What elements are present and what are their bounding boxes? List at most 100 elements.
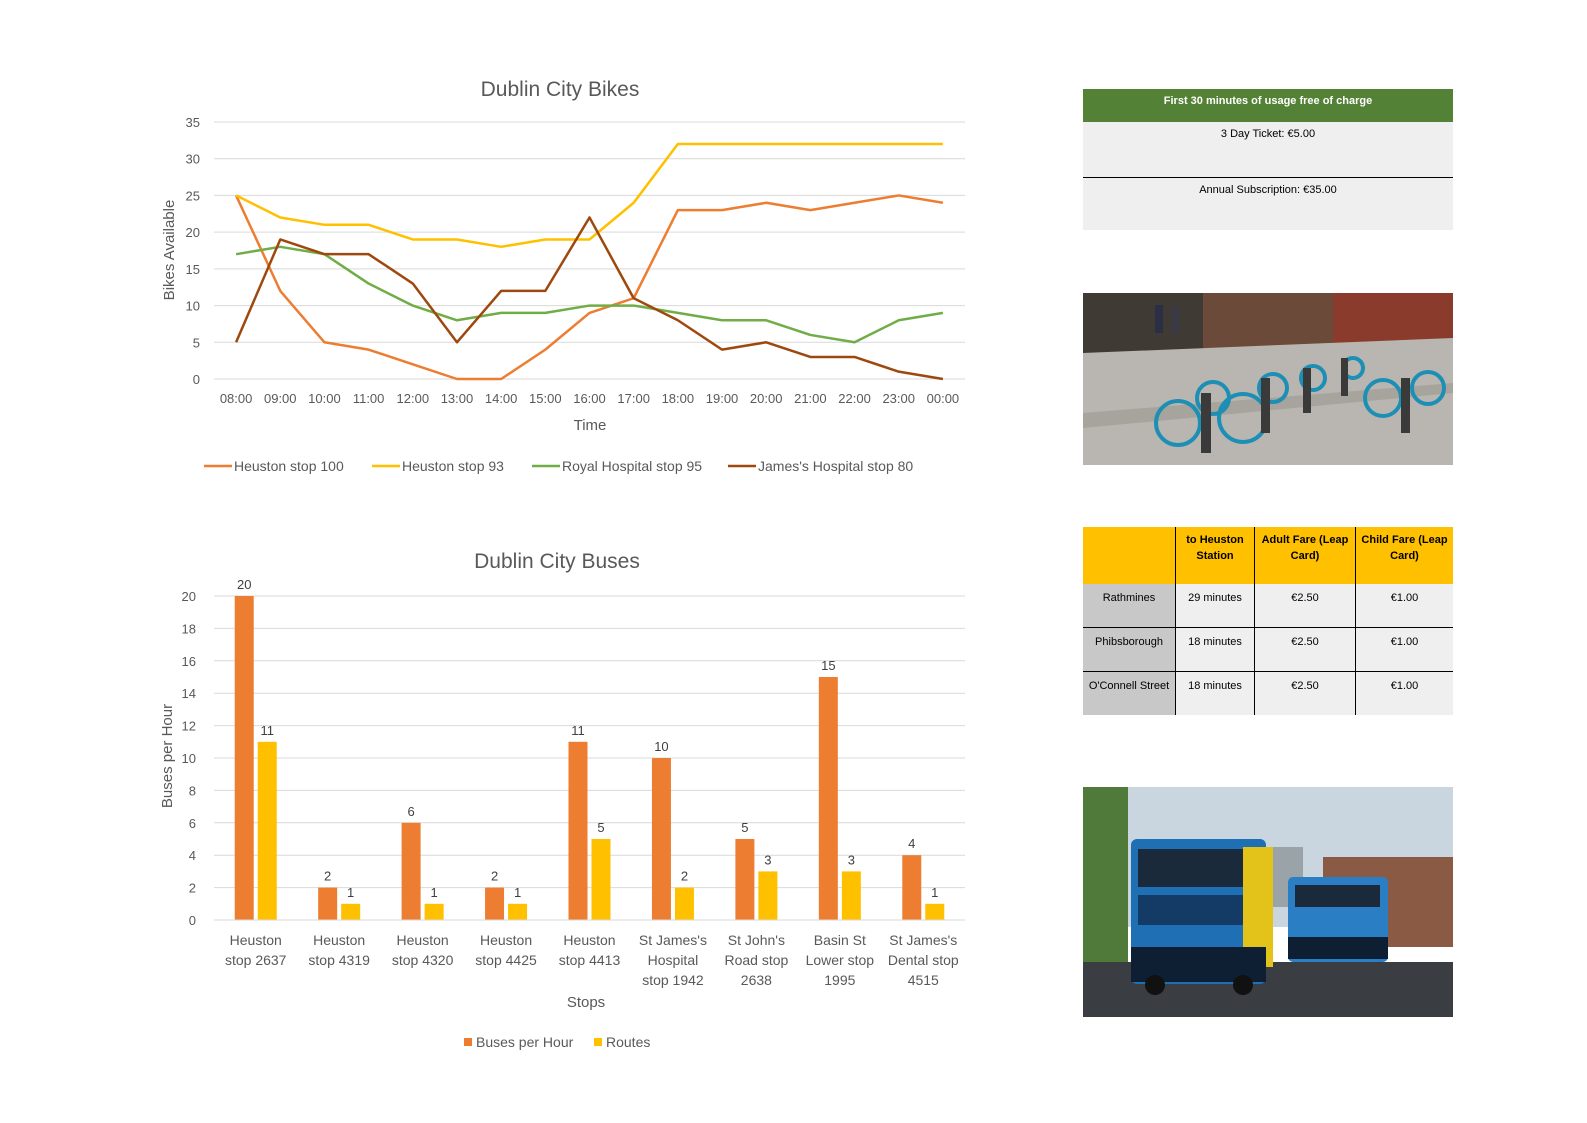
bikes-x-tick: 09:00 bbox=[264, 391, 297, 406]
buses-bar bbox=[568, 741, 588, 920]
buses-data-label: 10 bbox=[654, 739, 668, 754]
buses-legend-swatch bbox=[464, 1038, 472, 1046]
buses-data-label: 2 bbox=[681, 869, 688, 884]
buses-legend-swatch bbox=[594, 1038, 602, 1046]
bike-pricing-header: First 30 minutes of usage free of charge bbox=[1083, 89, 1453, 122]
buses-x-tick: stop 2637 bbox=[225, 952, 287, 968]
bikes-legend-label: Heuston stop 100 bbox=[234, 458, 344, 474]
buses-data-label: 1 bbox=[514, 885, 521, 900]
bikes-x-tick: 21:00 bbox=[794, 391, 827, 406]
buses-x-tick: 1995 bbox=[824, 972, 855, 988]
bus-fare-table: to Heuston Station Adult Fare (Leap Card… bbox=[1083, 527, 1453, 715]
buses-bar bbox=[257, 741, 277, 920]
fare-row-adult: €2.50 bbox=[1254, 584, 1356, 628]
buses-x-tick: Dental stop bbox=[888, 952, 959, 968]
buses-x-tick: Basin St bbox=[814, 932, 866, 948]
buses-legend-label: Routes bbox=[606, 1034, 650, 1050]
buses-bar bbox=[902, 855, 922, 920]
buses-bar bbox=[401, 822, 421, 920]
buses-x-tick: Heuston bbox=[313, 932, 365, 948]
bikes-y-axis-label: Bikes Available bbox=[161, 200, 178, 301]
buses-x-tick: stop 1942 bbox=[642, 972, 704, 988]
buses-bar bbox=[841, 871, 861, 920]
bikes-y-tick: 10 bbox=[186, 299, 200, 314]
buses-data-label: 5 bbox=[597, 820, 604, 835]
fare-row-child: €1.00 bbox=[1355, 584, 1453, 628]
bikes-chart-title: Dublin City Bikes bbox=[481, 78, 640, 101]
buses-x-tick: stop 4413 bbox=[559, 952, 621, 968]
bike-pricing-row: 3 Day Ticket: €5.00 bbox=[1083, 122, 1453, 178]
buses-bar bbox=[424, 903, 444, 920]
buses-data-label: 11 bbox=[571, 723, 585, 738]
buses-y-tick: 14 bbox=[182, 686, 196, 701]
bikes-x-tick: 15:00 bbox=[529, 391, 562, 406]
bikes-x-tick: 00:00 bbox=[927, 391, 960, 406]
buses-bar bbox=[651, 758, 671, 920]
buses-x-tick: Heuston bbox=[563, 932, 615, 948]
fare-col-header: to Heuston Station bbox=[1175, 527, 1255, 584]
buses-bar bbox=[758, 871, 778, 920]
buses-bar bbox=[318, 887, 338, 920]
buses-y-tick: 2 bbox=[189, 881, 196, 896]
buses-x-tick: Heuston bbox=[230, 932, 282, 948]
buses-data-label: 1 bbox=[430, 885, 437, 900]
buses-chart-title: Dublin City Buses bbox=[474, 550, 640, 573]
buses-x-tick: Heuston bbox=[480, 932, 532, 948]
fare-row-child: €1.00 bbox=[1355, 671, 1453, 715]
buses-x-tick: St James's bbox=[889, 932, 957, 948]
buses-x-tick: stop 4319 bbox=[308, 952, 370, 968]
fare-col-header: Adult Fare (Leap Card) bbox=[1254, 527, 1356, 584]
buses-bar bbox=[735, 839, 755, 920]
buses-x-tick: 4515 bbox=[908, 972, 939, 988]
fare-row-time: 29 minutes bbox=[1175, 584, 1255, 628]
bike-station-photo bbox=[1083, 293, 1453, 465]
buses-data-label: 1 bbox=[931, 885, 938, 900]
buses-bar bbox=[674, 887, 694, 920]
buses-y-tick: 6 bbox=[189, 816, 196, 831]
bikes-x-tick: 14:00 bbox=[485, 391, 518, 406]
buses-bar bbox=[925, 903, 945, 920]
buses-bar bbox=[341, 903, 361, 920]
bikes-x-tick: 10:00 bbox=[308, 391, 341, 406]
bikes-x-tick: 11:00 bbox=[353, 391, 385, 406]
buses-data-label: 3 bbox=[848, 852, 855, 867]
bikes-x-tick: 13:00 bbox=[441, 391, 474, 406]
buses-y-tick: 0 bbox=[189, 913, 196, 928]
buses-bar bbox=[234, 596, 254, 920]
buses-bar bbox=[818, 677, 838, 920]
buses-bar bbox=[508, 903, 528, 920]
bikes-x-tick: 12:00 bbox=[397, 391, 430, 406]
buses-x-tick: stop 4425 bbox=[475, 952, 537, 968]
bikes-x-tick: 23:00 bbox=[882, 391, 915, 406]
bikes-x-tick: 22:00 bbox=[838, 391, 871, 406]
bus-station-photo bbox=[1083, 787, 1453, 1017]
bikes-series-line bbox=[234, 216, 944, 381]
bikes-x-tick: 08:00 bbox=[220, 391, 253, 406]
buses-data-label: 6 bbox=[407, 804, 414, 819]
bikes-series-line bbox=[234, 194, 944, 381]
buses-y-tick: 4 bbox=[189, 848, 196, 863]
bikes-x-tick: 17:00 bbox=[617, 391, 650, 406]
bikes-y-tick: 15 bbox=[186, 262, 200, 277]
fare-row-time: 18 minutes bbox=[1175, 671, 1255, 715]
buses-data-label: 2 bbox=[491, 869, 498, 884]
buses-bar bbox=[591, 839, 611, 920]
buses-y-tick: 16 bbox=[182, 654, 196, 669]
bikes-x-tick: 19:00 bbox=[706, 391, 739, 406]
buses-x-tick: Road stop bbox=[724, 952, 788, 968]
fare-row-time: 18 minutes bbox=[1175, 627, 1255, 672]
buses-x-tick: stop 4320 bbox=[392, 952, 454, 968]
buses-x-tick: St John's bbox=[728, 932, 785, 948]
buses-y-axis-label: Buses per Hour bbox=[159, 704, 176, 808]
buses-data-label: 2 bbox=[324, 869, 331, 884]
buses-data-label: 4 bbox=[908, 836, 915, 851]
buses-bar bbox=[485, 887, 505, 920]
bikes-y-tick: 5 bbox=[193, 335, 200, 350]
bikes-x-tick: 18:00 bbox=[662, 391, 695, 406]
bike-pricing-panel: First 30 minutes of usage free of charge… bbox=[1083, 89, 1453, 230]
buses-x-tick: St James's bbox=[639, 932, 707, 948]
buses-x-tick: Heuston bbox=[397, 932, 449, 948]
buses-x-tick: Hospital bbox=[648, 952, 699, 968]
fare-col-header bbox=[1083, 527, 1176, 584]
